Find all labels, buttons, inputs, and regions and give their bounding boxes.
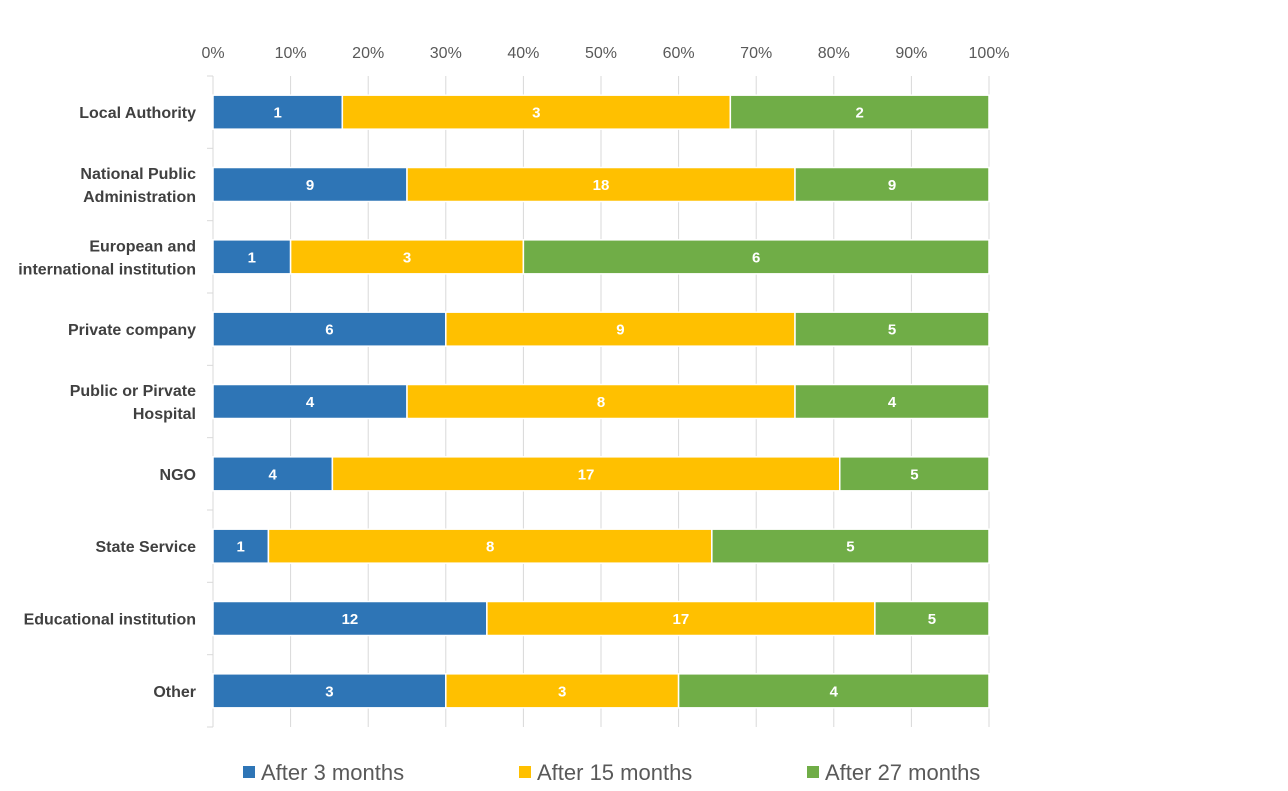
x-tick-label: 60% [663, 45, 695, 62]
bar-segment [445, 673, 680, 709]
bar-segment [445, 311, 796, 347]
x-tick-label: 90% [895, 45, 927, 62]
bar-segment [212, 600, 488, 637]
bar-segment [406, 166, 796, 203]
data-label: 9 [306, 177, 314, 194]
data-labels: 1 3 29 18 91 3 66 9 54 8 44 17 51 8 512 17 53 3 4 [237, 105, 937, 701]
bar-segment [839, 456, 990, 492]
category-label: European and international institution [18, 238, 196, 278]
data-label: 12 [342, 611, 359, 628]
bar-segment [486, 600, 876, 637]
data-label: 17 [673, 611, 690, 628]
x-tick-label: 0% [201, 45, 224, 62]
category-label: Public or Pirvate Hospital [70, 383, 196, 423]
data-label: 6 [752, 249, 760, 266]
data-label: 1 [273, 105, 281, 122]
data-label: 5 [888, 322, 896, 339]
data-label: 5 [928, 611, 936, 628]
category-labels: Local Authority National Public Administra… [18, 105, 196, 701]
x-tick-label: 50% [585, 45, 617, 62]
x-tick-label: 70% [740, 45, 772, 62]
data-label: 5 [910, 466, 918, 483]
data-label: 18 [593, 177, 610, 194]
legend-swatch [243, 766, 255, 778]
bar-segment [267, 528, 713, 564]
bar-segment [406, 383, 796, 420]
legend-label: After 27 months [825, 760, 980, 785]
x-tick-label: 30% [430, 45, 462, 62]
bar-segment [794, 383, 990, 420]
bar-segment [212, 456, 334, 492]
data-label: 1 [248, 249, 256, 266]
legend-label: After 3 months [261, 760, 404, 785]
bar-segment [331, 456, 841, 492]
bar-segment [874, 600, 990, 637]
bar-segment [212, 383, 408, 420]
legend-swatch [519, 766, 531, 778]
x-axis-tick-labels: 0% 10% 20% 30% 40% 50% 60% 70% 80% 90% 100% [201, 45, 1009, 62]
x-tick-label: 40% [507, 45, 539, 62]
x-tick-label: 20% [352, 45, 384, 62]
data-label: 4 [269, 466, 278, 483]
data-label: 6 [325, 322, 333, 339]
data-label: 2 [855, 105, 863, 122]
data-label: 4 [830, 683, 839, 700]
data-label: 17 [578, 466, 595, 483]
category-label: NGO [160, 467, 196, 484]
data-label: 4 [888, 394, 897, 411]
data-label: 9 [888, 177, 896, 194]
bars [212, 94, 990, 709]
data-label: 8 [486, 539, 494, 556]
bar-segment [212, 528, 270, 564]
data-label: 1 [237, 539, 245, 556]
bar-segment [677, 673, 990, 709]
category-label: Private company [68, 322, 196, 339]
category-label: Local Authority [79, 105, 196, 122]
bar-segment [794, 166, 990, 203]
bar-segment [711, 528, 990, 564]
data-label: 8 [597, 394, 605, 411]
data-label: 4 [306, 394, 315, 411]
legend-swatch [807, 766, 819, 778]
bar-segment [212, 311, 447, 347]
legend: After 3 months After 15 months After 27 mo… [243, 760, 980, 785]
data-label: 5 [846, 539, 854, 556]
bar-segment [794, 311, 990, 347]
bar-segment [729, 94, 990, 130]
bar-segment [212, 166, 408, 203]
category-label: Other [153, 684, 196, 701]
bar-segment [522, 239, 990, 275]
x-tick-label: 100% [969, 45, 1010, 62]
legend-item: After 15 months [519, 760, 692, 785]
data-label: 3 [403, 249, 411, 266]
bar-segment [289, 239, 525, 275]
category-label: State Service [95, 539, 196, 556]
y-axis-tick-marks [207, 75, 213, 728]
x-tick-label: 10% [275, 45, 307, 62]
category-label: Educational institution [24, 612, 196, 629]
legend-item: After 3 months [243, 760, 404, 785]
category-label: National Public Administration [80, 166, 196, 206]
bar-segment [212, 673, 447, 709]
legend-item: After 27 months [807, 760, 980, 785]
legend-label: After 15 months [537, 760, 692, 785]
data-label: 9 [616, 322, 624, 339]
data-label: 3 [558, 683, 566, 700]
data-label: 3 [532, 105, 540, 122]
x-tick-label: 80% [818, 45, 850, 62]
data-label: 3 [325, 683, 333, 700]
